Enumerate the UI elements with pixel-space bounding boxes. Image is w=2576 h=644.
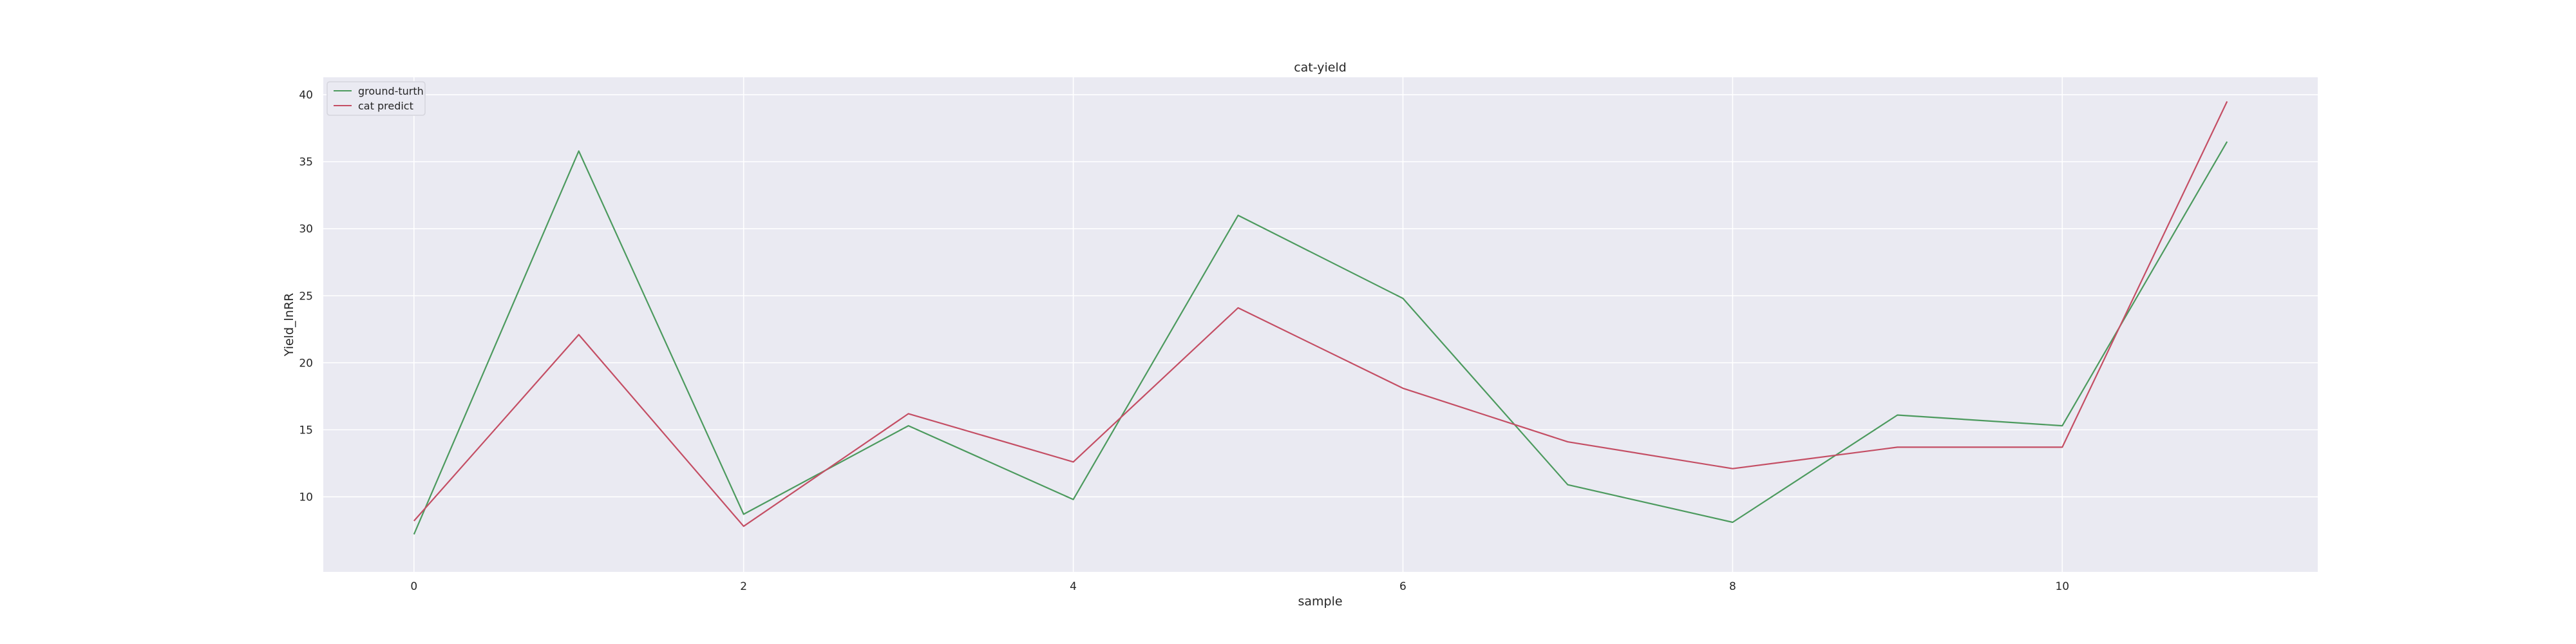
series-layer (413, 101, 2228, 535)
x-tick-label: 10 (2055, 580, 2069, 593)
y-tick-label: 15 (299, 424, 313, 437)
series-line-cat-predict (413, 101, 2228, 527)
x-tick-label: 8 (1729, 580, 1736, 593)
chart-title: cat-yield (1294, 61, 1347, 75)
series-line-ground-turth (413, 141, 2228, 535)
y-tick-label: 35 (299, 156, 313, 169)
plot-background (323, 77, 2318, 572)
x-tick-label: 0 (410, 580, 417, 593)
x-tick-label: 4 (1070, 580, 1077, 593)
y-tick-label: 30 (299, 223, 313, 236)
x-axis-label: sample (1298, 594, 1342, 609)
legend-label-cat-predict: cat predict (358, 100, 413, 112)
y-tick-label: 40 (299, 89, 313, 102)
x-tick-label: 6 (1399, 580, 1406, 593)
x-tick-label: 2 (740, 580, 747, 593)
y-tick-label: 10 (299, 491, 313, 504)
tick-labels: 0 2 4 6 8 10 10 15 20 25 30 35 40 (299, 89, 2069, 593)
grid-lines (323, 77, 2318, 572)
y-axis-label: Yield_lnRR (282, 293, 296, 357)
y-tick-label: 25 (299, 290, 313, 303)
y-tick-label: 20 (299, 357, 313, 370)
legend-label-ground-turth: ground-turth (358, 85, 424, 97)
legend: ground-turth cat predict (327, 81, 426, 116)
